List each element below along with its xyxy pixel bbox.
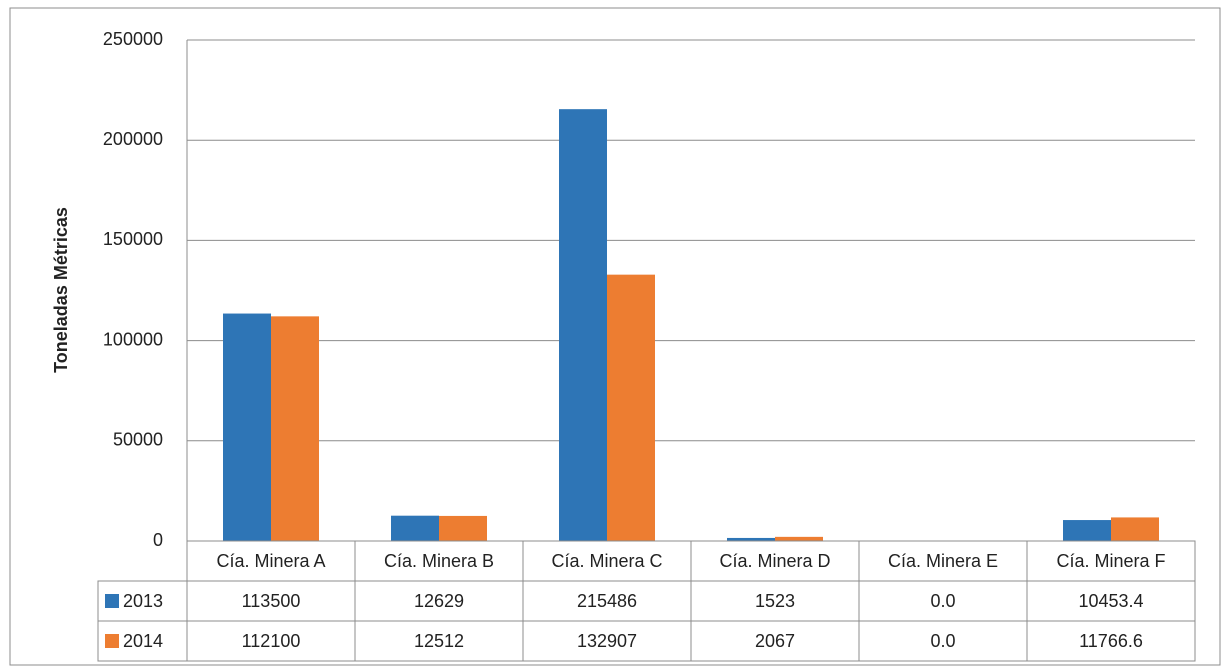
- x-tick-label: Cía. Minera E: [888, 551, 998, 571]
- y-tick-label: 250000: [103, 29, 163, 49]
- table-value: 132907: [577, 631, 637, 651]
- bar: [1111, 517, 1159, 541]
- y-tick-label: 200000: [103, 129, 163, 149]
- bar: [1063, 520, 1111, 541]
- x-tick-label: Cía. Minera C: [551, 551, 662, 571]
- bar: [727, 537, 775, 541]
- table-value: 2067: [755, 631, 795, 651]
- legend-swatch: [105, 634, 119, 648]
- table-value: 0.0: [930, 591, 955, 611]
- bar: [223, 313, 271, 541]
- y-tick-label: 100000: [103, 329, 163, 349]
- table-value: 0.0: [930, 631, 955, 651]
- table-value: 12629: [414, 591, 464, 611]
- table-value: 113500: [242, 591, 301, 611]
- x-tick-label: Cía. Minera F: [1056, 551, 1165, 571]
- legend-label: 2014: [123, 631, 163, 651]
- bar: [271, 316, 319, 541]
- legend-label: 2013: [123, 591, 163, 611]
- x-tick-label: Cía. Minera D: [719, 551, 830, 571]
- bar: [607, 274, 655, 541]
- table-value: 12512: [414, 631, 464, 651]
- legend-swatch: [105, 594, 119, 608]
- table-value: 215486: [577, 591, 637, 611]
- x-tick-label: Cía. Minera A: [216, 551, 325, 571]
- table-value: 112100: [242, 631, 301, 651]
- y-tick-label: 50000: [113, 430, 163, 450]
- bar: [439, 515, 487, 541]
- bar: [775, 536, 823, 541]
- y-tick-label: 0: [153, 530, 163, 550]
- bar: [559, 109, 607, 542]
- table-cell: [1026, 620, 1196, 662]
- bar: [391, 515, 439, 541]
- table-value: 11766.6: [1079, 631, 1143, 651]
- x-tick-label: Cía. Minera B: [384, 551, 494, 571]
- table-value: 1523: [755, 591, 795, 611]
- table-value: 10453.4: [1078, 591, 1143, 611]
- y-tick-label: 150000: [103, 229, 163, 249]
- y-axis-label: Toneladas Métricas: [51, 207, 71, 373]
